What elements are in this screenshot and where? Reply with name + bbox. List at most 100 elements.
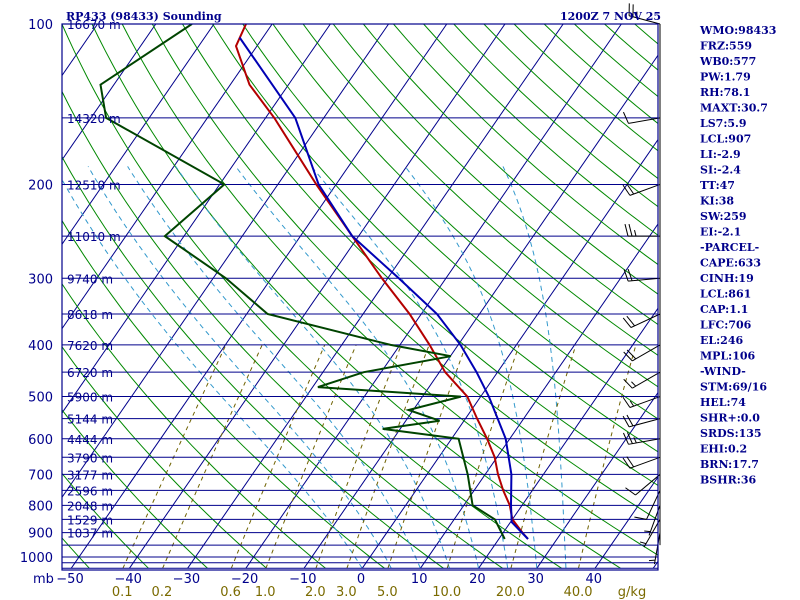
dry-adiabat-line — [182, 24, 658, 487]
index-entry: RH:78.1 — [700, 86, 750, 99]
valid-time: 1200Z 7 NOV 25 — [560, 10, 661, 23]
index-entry: STM:69/16 — [700, 381, 767, 394]
height-level-label: 5900 m — [67, 391, 113, 405]
mixing-ratio-tick-label: 1.0 — [255, 585, 276, 600]
height-level-label: 5144 m — [67, 413, 113, 427]
index-entry: EHI:0.2 — [700, 443, 747, 456]
wind-barb-flag — [626, 432, 633, 444]
wind-barb-flag — [623, 269, 629, 282]
isotherm-line — [70, 24, 448, 569]
dry-adiabat-line — [423, 24, 658, 236]
mixing-ratio-line — [162, 344, 263, 569]
temperature-trace — [234, 24, 529, 540]
wind-barb-flag — [634, 229, 637, 237]
temperature-tick-label: −30 — [173, 572, 200, 587]
index-entry: EI:-2.1 — [700, 226, 741, 239]
moist-adiabat-line — [62, 178, 363, 569]
wind-barb-flag — [633, 437, 637, 444]
height-level-label: 1529 m — [67, 513, 113, 527]
index-entry: -WIND- — [700, 365, 746, 378]
mixing-ratio-tick-label: 3.0 — [336, 585, 357, 600]
height-level-label: 9740 m — [67, 272, 113, 286]
height-level-label: 6720 m — [67, 366, 113, 380]
dry-adiabat-line — [151, 24, 658, 521]
mixing-ratio-tick-label: 20.0 — [496, 585, 525, 600]
isotherm-line — [62, 24, 389, 499]
mixing-ratio-line — [122, 344, 227, 569]
dry-adiabat-line — [62, 90, 503, 569]
index-entry: LFC:706 — [700, 319, 752, 332]
wind-barb-flag — [622, 432, 629, 445]
wind-barb — [623, 371, 661, 389]
mixing-ratio-tick-label: 0.1 — [112, 585, 133, 600]
dry-adiabat-line — [212, 24, 658, 453]
wind-barb-flag — [639, 541, 647, 545]
dry-adiabat-line — [62, 155, 444, 569]
index-entry: CAPE:633 — [700, 257, 761, 270]
wind-barb-staff — [653, 532, 661, 565]
index-entry: TT:47 — [700, 179, 735, 192]
isotherm-line — [62, 24, 331, 414]
pressure-tick-label: 1000 — [20, 551, 53, 566]
plot-frame — [61, 23, 659, 571]
index-entry: -PARCEL- — [700, 241, 759, 254]
temperature-axis-labels: mb −50 −40 −30 −20 −10 0 10 20 30 40 — [33, 572, 602, 587]
wind-barb — [639, 519, 661, 548]
wind-barb — [623, 268, 661, 282]
temperature-tick-label: 30 — [527, 572, 544, 587]
wind-barb-staff — [630, 313, 661, 328]
dry-adiabat-line — [91, 24, 621, 569]
dry-adiabat-line — [62, 345, 267, 569]
index-entry: LCL:907 — [700, 133, 751, 146]
wind-barb-flag — [622, 184, 631, 196]
wind-barb — [622, 432, 661, 445]
height-level-label: 7620 m — [67, 339, 113, 353]
mixing-ratio-line — [446, 344, 520, 569]
wind-barb — [628, 3, 661, 25]
wind-barb-flag — [626, 315, 636, 327]
dry-adiabat-line — [62, 409, 208, 569]
dry-adiabat-line — [302, 24, 658, 356]
wind-barb-flag — [626, 183, 635, 195]
wind-barb-column — [622, 3, 661, 565]
dry-adiabat-line — [0, 24, 30, 568]
mixing-ratio-tick-label: 0.2 — [152, 585, 173, 600]
height-level-label: 12510 m — [67, 178, 121, 192]
height-level-label: 11010 m — [67, 230, 121, 244]
index-entry: LCL:861 — [700, 288, 751, 301]
pressure-unit-label: mb — [33, 572, 54, 587]
stability-index-panel: WMO:98433 FRZ:559 WB0:577 PW:1.79 RH:78.1 MAX… — [699, 24, 776, 487]
wind-barb-flag — [623, 351, 633, 362]
dewpoint-trace — [99, 24, 506, 540]
dry-adiabat-line — [453, 24, 658, 208]
index-entry: EL:246 — [700, 334, 743, 347]
wind-barb — [648, 532, 661, 565]
dry-adiabat-line — [513, 24, 658, 152]
wind-barb — [624, 223, 660, 237]
moist-adiabat-line — [87, 166, 392, 569]
dry-adiabat-line — [483, 24, 658, 180]
index-entry: SI:-2.4 — [700, 164, 741, 177]
mixing-ratio-tick-label: 5.0 — [377, 585, 398, 600]
dry-adiabat-line — [543, 24, 658, 125]
index-entry: BRN:17.7 — [700, 458, 759, 471]
temperature-tick-label: 0 — [357, 572, 365, 587]
wind-barb-staff — [628, 418, 661, 428]
wind-barb-flag — [624, 223, 629, 237]
temperature-tick-label: −50 — [56, 572, 83, 587]
index-entry: LS7:5.9 — [700, 117, 747, 130]
index-entry: LI:-2.9 — [700, 148, 741, 161]
temperature-tick-label: −40 — [114, 572, 141, 587]
height-level-label: 3177 m — [67, 468, 113, 482]
mixing-ratio-axis-labels: 0.1 0.2 0.6 1.0 2.0 3.0 5.0 10.0 20.0 40.0 g/kg — [112, 585, 646, 600]
temperature-tick-label: 10 — [411, 572, 428, 587]
height-level-label: 3790 m — [67, 451, 113, 465]
index-entry: WB0:577 — [699, 55, 756, 68]
wind-barb-staff — [628, 117, 661, 124]
mixing-ratio-line — [578, 344, 637, 569]
dry-adiabat-line — [332, 24, 658, 326]
wind-barb-flag — [631, 381, 637, 387]
mixing-ratio-line — [265, 344, 357, 569]
dry-adiabat-line — [242, 24, 658, 420]
